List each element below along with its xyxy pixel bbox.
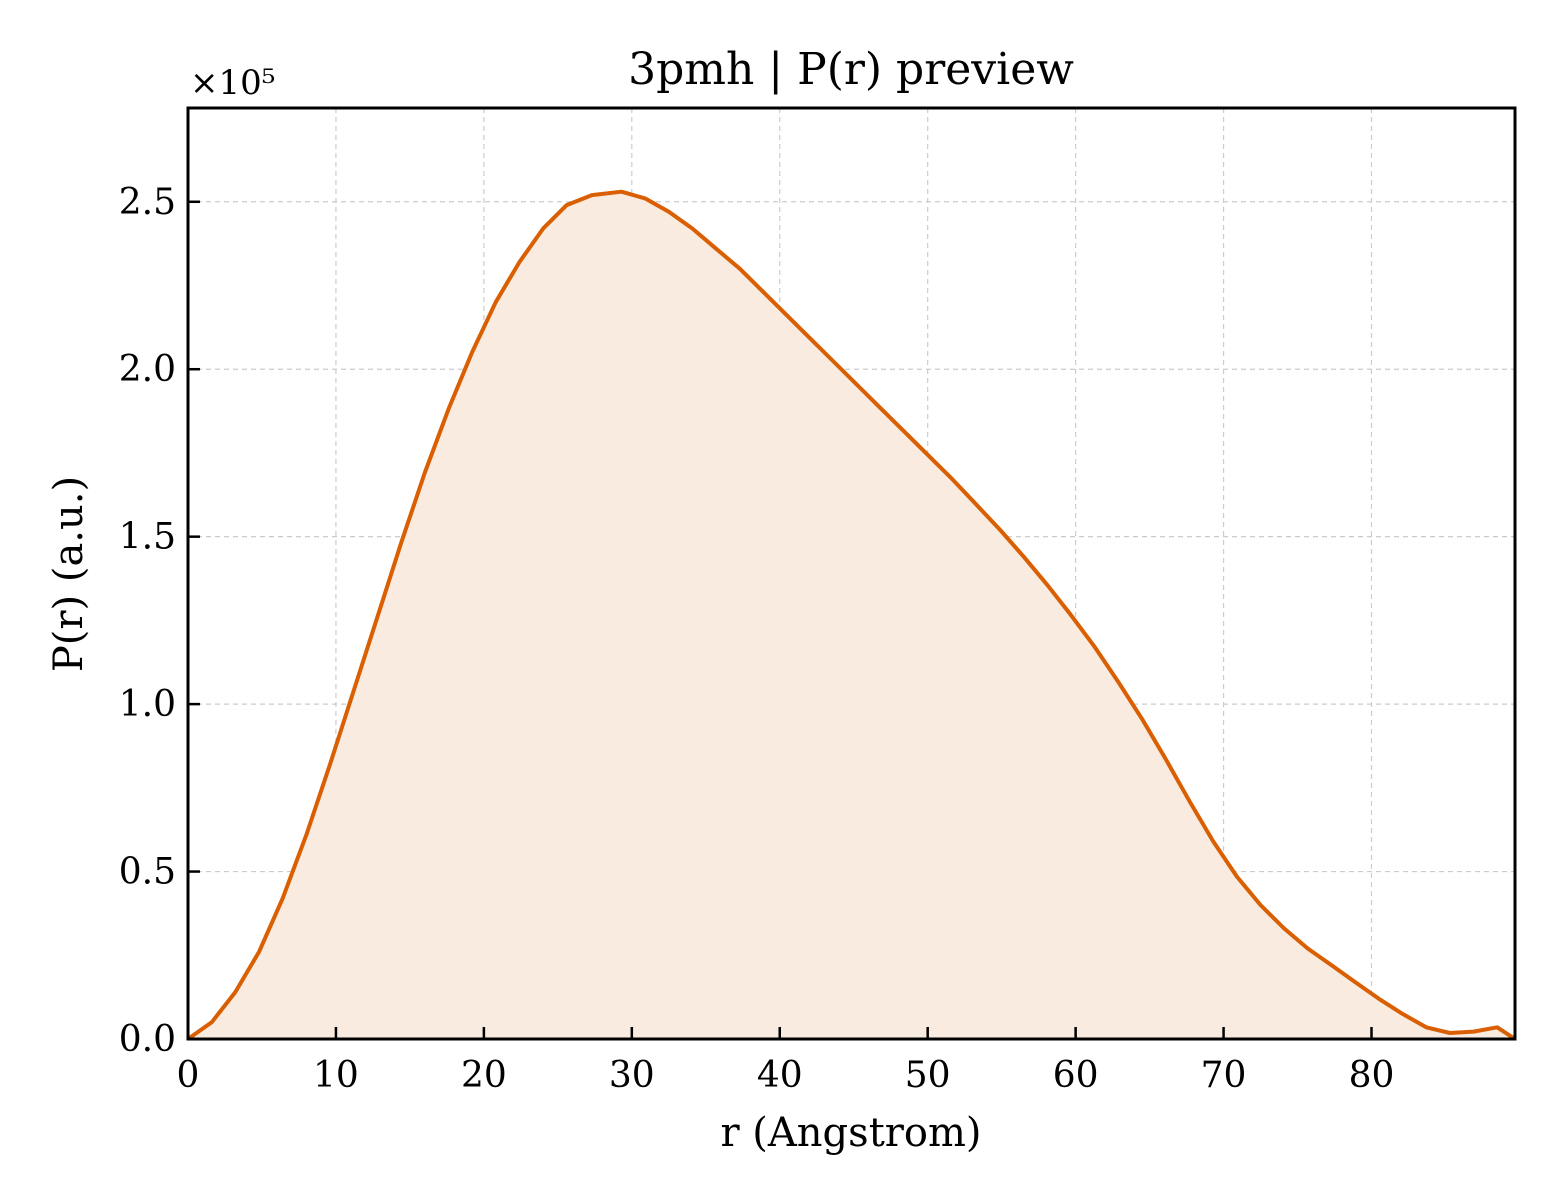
data-point [643,196,647,200]
data-point [927,454,931,458]
x-tick-label: 60 [1053,1055,1099,1096]
y-tick-label: 1.0 [119,684,176,725]
chart-title: 3pmh | P(r) preview [628,44,1074,95]
y-offset-label: ×10⁵ [190,63,275,103]
x-tick-label: 50 [905,1055,951,1096]
data-point [856,384,860,388]
data-point [1188,799,1192,803]
data-point [809,337,813,341]
data-point [714,247,718,251]
data-point [304,833,308,837]
data-point [399,541,403,545]
data-point [590,193,594,197]
series-area-fill [188,191,1515,1039]
x-axis-label: r (Angstrom) [720,1110,981,1156]
x-tick-label: 70 [1201,1055,1247,1096]
data-point [494,300,498,304]
x-tick-label: 30 [609,1055,655,1096]
data-point [1401,1012,1405,1016]
data-point [1022,555,1026,559]
data-point [951,478,955,482]
data-point [352,689,356,693]
data-point [281,896,285,900]
data-point [565,203,569,207]
x-tick-label: 0 [177,1055,200,1096]
y-tick-label: 2.0 [119,349,176,390]
data-point [1164,757,1168,761]
x-tick-label: 10 [313,1055,359,1096]
data-point [1377,997,1381,1001]
data-point [1046,583,1050,587]
data-point [620,190,624,194]
data-point [975,503,979,507]
data-point [541,227,545,231]
data-point [328,762,332,766]
data-point [1093,645,1097,649]
x-tick-label: 20 [461,1055,507,1096]
data-point [423,471,427,475]
data-point [1495,1025,1499,1029]
data-point [1472,1030,1476,1034]
data-point [1069,613,1073,617]
data-point [904,431,908,435]
y-axis-label: P(r) (a.u.) [46,476,92,672]
data-point [833,361,837,365]
data-point [1259,903,1263,907]
y-tick-label: 0.5 [119,852,176,893]
data-point [998,528,1002,532]
data-point [738,267,742,271]
data-point [233,990,237,994]
plot-frame [186,106,1517,1041]
data-point [1448,1031,1452,1035]
y-tick-label: 0.0 [119,1019,176,1060]
y-tick-label: 2.5 [119,182,176,223]
data-point [257,950,261,954]
data-point [1353,980,1357,984]
data-point [517,260,521,264]
data-point [1211,839,1215,843]
data-point [470,351,474,355]
data-point [1424,1025,1428,1029]
y-tick-label: 1.5 [119,517,176,558]
data-point [1306,947,1310,951]
data-point [446,407,450,411]
data-point [1117,680,1121,684]
series-line [186,189,1517,1041]
x-tick-label: 40 [757,1055,803,1096]
data-point [667,210,671,214]
data-point [1235,875,1239,879]
x-tick-label: 80 [1349,1055,1395,1096]
data-point [1282,927,1286,931]
data-point [785,314,789,318]
x-axis: 0 10 20 30 40 50 60 70 80 [177,1027,1395,1096]
data-point [375,615,379,619]
data-point [880,407,884,411]
data-point [1330,963,1334,967]
data-point [762,290,766,294]
data-point [691,227,695,231]
data-point [210,1020,214,1024]
y-axis: 0.0 0.5 1.0 1.5 2.0 2.5 [119,182,200,1060]
data-point [1140,717,1144,721]
